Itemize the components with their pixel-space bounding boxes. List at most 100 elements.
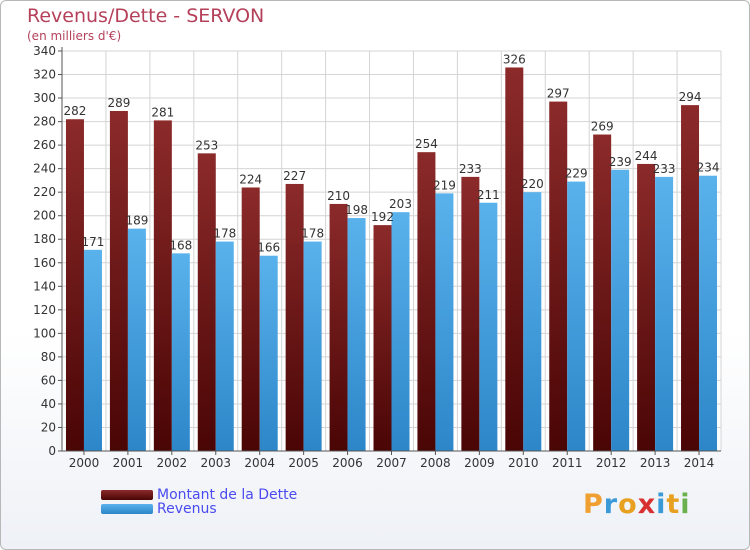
data-label-dette: 253: [195, 138, 218, 152]
data-label-revenus: 166: [257, 241, 280, 255]
x-tick-label: 2014: [684, 456, 715, 470]
y-tick-label: 280: [33, 115, 56, 129]
data-label-revenus: 203: [389, 197, 412, 211]
data-label-revenus: 189: [125, 214, 148, 228]
bar-revenus: [611, 169, 630, 451]
y-tick-label: 0: [48, 444, 56, 458]
bar-revenus: [479, 202, 498, 451]
data-label-revenus: 178: [301, 227, 324, 241]
y-tick-label: 320: [33, 68, 56, 82]
x-tick-label: 2006: [332, 456, 363, 470]
y-tick-label: 160: [33, 256, 56, 270]
y-tick-label: 80: [41, 350, 56, 364]
x-tick-label: 2003: [200, 456, 231, 470]
x-tick-label: 2011: [552, 456, 583, 470]
bar-revenus: [127, 228, 146, 451]
data-label-revenus: 229: [565, 167, 588, 181]
bar-dette: [109, 111, 128, 451]
bar-dette: [681, 105, 700, 451]
data-label-dette: 192: [371, 210, 394, 224]
y-tick-label: 340: [33, 44, 56, 58]
data-label-revenus: 178: [213, 227, 236, 241]
data-label-dette: 294: [679, 90, 702, 104]
logo-letter: x: [637, 489, 657, 520]
data-label-dette: 227: [283, 169, 306, 183]
x-tick-label: 2009: [464, 456, 495, 470]
bar-dette: [153, 120, 172, 451]
proxiti-logo: Proxiti: [583, 489, 691, 520]
data-label-revenus: 234: [697, 161, 720, 175]
bar-revenus: [699, 175, 718, 452]
y-tick-label: 300: [33, 91, 56, 105]
bar-dette: [637, 163, 656, 452]
bar-dette: [285, 183, 304, 452]
y-tick-label: 60: [41, 373, 56, 387]
legend-label-revenus: Revenus: [157, 501, 217, 517]
bar-revenus: [435, 193, 454, 451]
y-tick-label: 260: [33, 138, 56, 152]
bar-revenus: [347, 218, 366, 451]
bar-dette: [593, 134, 612, 451]
legend-swatch-revenus: [101, 504, 153, 514]
legend-item-revenus: Revenus: [101, 501, 217, 517]
bar-revenus: [215, 241, 234, 451]
x-tick-label: 2005: [288, 456, 319, 470]
x-tick-label: 2004: [244, 456, 275, 470]
legend-swatch-dette: [101, 490, 153, 500]
bar-dette: [241, 187, 260, 451]
bar-revenus: [523, 192, 542, 452]
y-tick-label: 240: [33, 162, 56, 176]
x-tick-label: 2010: [508, 456, 539, 470]
legend-label-dette: Montant de la Dette: [157, 487, 298, 503]
data-label-dette: 210: [327, 189, 350, 203]
chart-subtitle: (en milliers d'€): [27, 29, 122, 43]
data-label-revenus: 198: [345, 203, 368, 217]
bar-revenus: [567, 181, 586, 451]
x-tick-label: 2008: [420, 456, 451, 470]
logo-letter: i: [656, 489, 667, 520]
data-label-dette: 233: [459, 162, 482, 176]
data-label-dette: 297: [547, 87, 570, 101]
data-label-dette: 224: [239, 172, 262, 186]
logo-letter: i: [680, 489, 691, 520]
logo-letter: t: [666, 489, 681, 520]
x-tick-label: 2000: [69, 456, 100, 470]
data-label-revenus: 239: [609, 155, 632, 169]
y-tick-label: 120: [33, 303, 56, 317]
bar-dette: [461, 176, 480, 451]
y-tick-label: 140: [33, 279, 56, 293]
x-tick-label: 2001: [113, 456, 144, 470]
data-label-revenus: 168: [169, 238, 192, 252]
logo-letter: P: [583, 489, 604, 520]
x-tick-label: 2002: [157, 456, 188, 470]
data-label-dette: 326: [503, 52, 526, 66]
bar-dette: [373, 225, 392, 451]
logo-letter: r: [603, 489, 619, 520]
bar-revenus: [171, 253, 190, 451]
bar-dette: [65, 119, 84, 451]
bar-revenus: [655, 176, 674, 451]
bar-dette: [505, 67, 524, 452]
y-tick-label: 220: [33, 185, 56, 199]
bar-dette: [417, 152, 436, 452]
data-label-revenus: 233: [653, 162, 676, 176]
y-tick-label: 20: [41, 420, 56, 434]
data-label-revenus: 211: [477, 188, 500, 202]
y-tick-label: 200: [33, 209, 56, 223]
x-tick-label: 2012: [596, 456, 627, 470]
bar-dette: [549, 101, 568, 452]
data-label-revenus: 219: [433, 178, 456, 192]
data-label-revenus: 220: [521, 177, 544, 191]
x-tick-label: 2013: [640, 456, 671, 470]
bar-revenus: [303, 241, 322, 451]
y-tick-label: 40: [41, 397, 56, 411]
y-tick-label: 100: [33, 326, 56, 340]
logo-letter: o: [618, 489, 638, 520]
bar-revenus: [259, 255, 278, 451]
legend-item-dette: Montant de la Dette: [101, 487, 297, 503]
y-tick-label: 180: [33, 232, 56, 246]
data-label-dette: 282: [64, 104, 87, 118]
data-label-revenus: 171: [82, 235, 105, 249]
data-label-dette: 281: [151, 105, 174, 119]
